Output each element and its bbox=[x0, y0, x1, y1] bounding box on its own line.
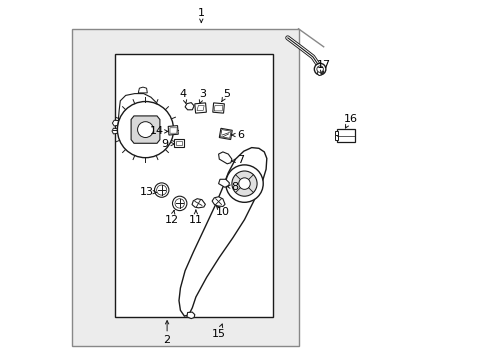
Polygon shape bbox=[214, 105, 223, 111]
Bar bbox=[115, 54, 273, 317]
Polygon shape bbox=[118, 94, 164, 151]
Text: 12: 12 bbox=[164, 215, 179, 225]
Circle shape bbox=[137, 122, 153, 138]
Text: 4: 4 bbox=[180, 89, 186, 99]
Text: 7: 7 bbox=[237, 155, 244, 165]
Polygon shape bbox=[197, 105, 204, 111]
Text: 14: 14 bbox=[150, 126, 164, 136]
Polygon shape bbox=[175, 141, 182, 145]
Polygon shape bbox=[112, 120, 118, 126]
Text: 17: 17 bbox=[316, 60, 330, 70]
Text: 10: 10 bbox=[216, 207, 229, 217]
Text: 2: 2 bbox=[163, 335, 170, 345]
Circle shape bbox=[172, 196, 186, 211]
Polygon shape bbox=[174, 139, 183, 147]
Circle shape bbox=[117, 102, 173, 158]
Polygon shape bbox=[218, 179, 229, 187]
Polygon shape bbox=[212, 103, 224, 113]
Text: 6: 6 bbox=[237, 130, 244, 140]
Polygon shape bbox=[219, 128, 232, 140]
Bar bbox=[335, 135, 337, 140]
Bar bbox=[72, 29, 298, 346]
Text: 9: 9 bbox=[161, 139, 168, 149]
Polygon shape bbox=[138, 87, 147, 93]
Polygon shape bbox=[112, 128, 118, 134]
Circle shape bbox=[154, 183, 168, 197]
Text: 13: 13 bbox=[139, 186, 153, 197]
Circle shape bbox=[231, 171, 257, 196]
Polygon shape bbox=[192, 199, 205, 208]
Circle shape bbox=[238, 178, 250, 189]
Polygon shape bbox=[179, 148, 266, 316]
Bar bbox=[335, 131, 337, 135]
Circle shape bbox=[175, 199, 184, 208]
Polygon shape bbox=[161, 119, 165, 123]
Polygon shape bbox=[185, 103, 194, 110]
Bar bbox=[337, 129, 354, 142]
Text: 15: 15 bbox=[211, 329, 225, 339]
Text: 11: 11 bbox=[188, 215, 203, 225]
Polygon shape bbox=[194, 103, 206, 113]
Circle shape bbox=[156, 185, 166, 195]
Polygon shape bbox=[168, 126, 178, 135]
Text: 5: 5 bbox=[223, 89, 229, 99]
Polygon shape bbox=[317, 70, 323, 76]
Text: 1: 1 bbox=[197, 8, 204, 18]
Polygon shape bbox=[220, 130, 230, 138]
Circle shape bbox=[225, 165, 263, 202]
Text: 8: 8 bbox=[230, 182, 238, 192]
Polygon shape bbox=[186, 312, 194, 319]
Polygon shape bbox=[212, 197, 224, 207]
Polygon shape bbox=[218, 152, 231, 164]
Polygon shape bbox=[170, 128, 177, 133]
Text: 16: 16 bbox=[343, 114, 357, 124]
Polygon shape bbox=[131, 116, 160, 143]
Text: 3: 3 bbox=[199, 89, 206, 99]
Circle shape bbox=[316, 66, 323, 72]
Circle shape bbox=[314, 63, 325, 75]
